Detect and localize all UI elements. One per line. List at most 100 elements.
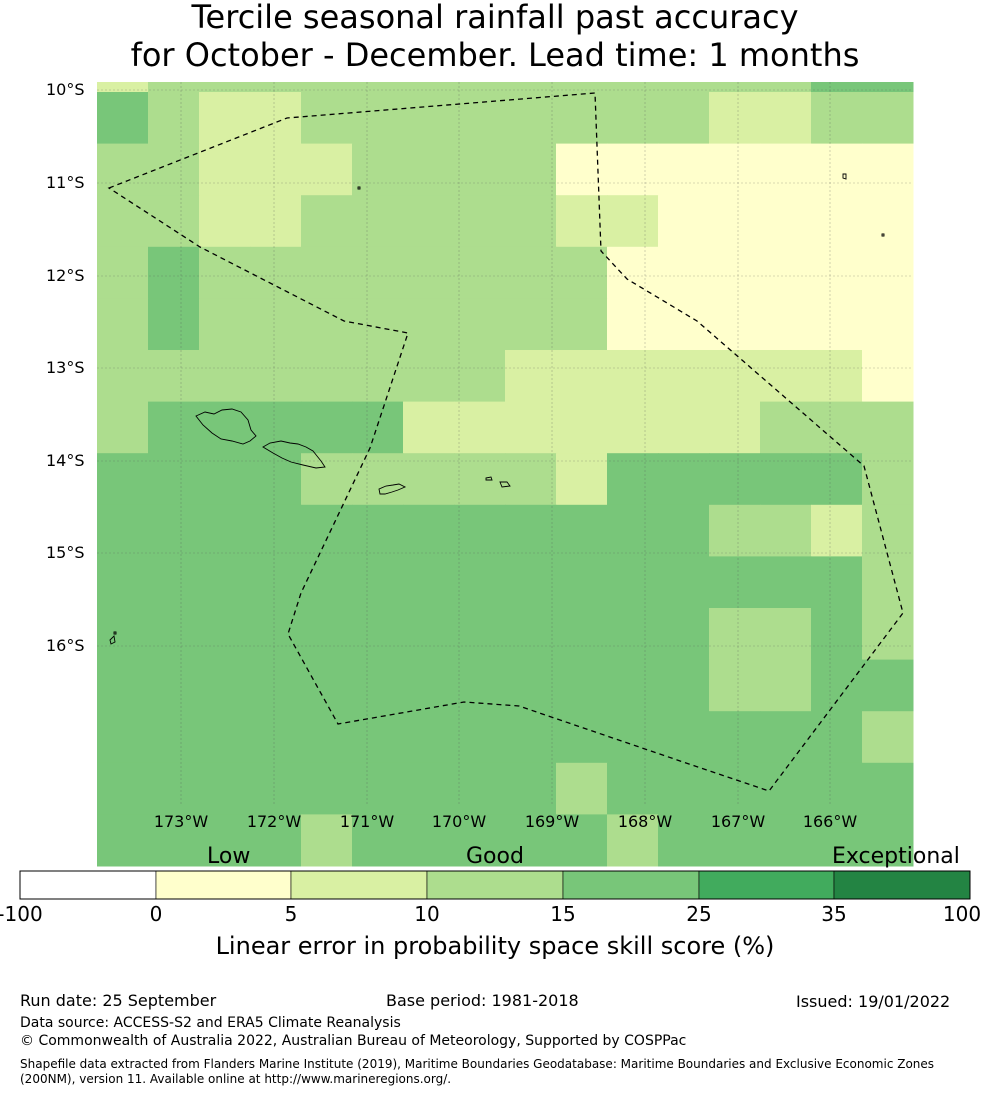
skill-cell xyxy=(148,298,200,351)
skill-cell xyxy=(862,195,914,248)
skill-cell xyxy=(709,92,761,145)
skill-cell xyxy=(352,92,404,145)
skill-cell xyxy=(301,143,353,196)
colorbar-category-good: Good xyxy=(466,844,524,869)
skill-cell xyxy=(454,401,506,454)
skill-cell xyxy=(505,762,557,815)
lon-label-173w: 173°W xyxy=(153,812,209,831)
skill-cell xyxy=(250,556,302,609)
skill-cell xyxy=(811,608,863,661)
skill-cell xyxy=(148,608,200,661)
skill-cell xyxy=(811,711,863,764)
skill-cell xyxy=(709,762,761,815)
skill-cell xyxy=(607,659,659,712)
skill-cell xyxy=(760,453,812,506)
lon-label-169w: 169°W xyxy=(524,812,580,831)
skill-cell xyxy=(454,453,506,506)
skill-cell xyxy=(97,814,149,867)
skill-cell xyxy=(760,298,812,351)
lat-label-16s: 16°S xyxy=(46,636,85,655)
skill-cell xyxy=(148,246,200,299)
skill-cell xyxy=(148,143,200,196)
skill-cell xyxy=(403,350,455,403)
skill-cell xyxy=(658,401,710,454)
skill-cell xyxy=(607,556,659,609)
skill-cell xyxy=(505,453,557,506)
skill-cell xyxy=(658,195,710,248)
skill-cell xyxy=(607,195,659,248)
skill-cell xyxy=(607,92,659,145)
skill-cell xyxy=(148,556,200,609)
skill-cell xyxy=(556,82,608,93)
skill-cell xyxy=(97,711,149,764)
skill-cell xyxy=(709,814,761,867)
skill-cell xyxy=(454,92,506,145)
skill-cell xyxy=(556,246,608,299)
skill-cell xyxy=(199,298,251,351)
skill-cell xyxy=(97,246,149,299)
skill-cell xyxy=(454,608,506,661)
skill-cell xyxy=(97,556,149,609)
colorbar-segment xyxy=(155,870,292,900)
skill-cell xyxy=(199,814,251,867)
skill-cell xyxy=(709,195,761,248)
shapefile-note: Shapefile data extracted from Flanders M… xyxy=(20,1057,935,1086)
skill-cell xyxy=(607,504,659,557)
skill-cell xyxy=(97,608,149,661)
skill-cell xyxy=(709,504,761,557)
skill-cell xyxy=(352,659,404,712)
skill-cell xyxy=(148,195,200,248)
skill-cell xyxy=(301,401,353,454)
skill-cell xyxy=(352,246,404,299)
wallis-island-outline xyxy=(109,631,117,645)
lon-label-172w: 172°W xyxy=(246,812,302,831)
skill-cell xyxy=(709,659,761,712)
skill-cell xyxy=(811,82,863,93)
base-period: Base period: 1981-2018 xyxy=(386,991,579,1010)
skill-cell xyxy=(403,92,455,145)
skill-cell xyxy=(352,814,404,867)
skill-cell xyxy=(505,659,557,712)
skill-cell xyxy=(658,504,710,557)
skill-cell xyxy=(658,82,710,93)
skill-cell xyxy=(250,350,302,403)
skill-cell xyxy=(148,504,200,557)
skill-cell xyxy=(760,143,812,196)
samoa-islands xyxy=(109,173,885,645)
skill-cell xyxy=(97,401,149,454)
chart-title-line-1: Tercile seasonal rainfall past accuracy xyxy=(191,0,799,36)
colorbar-category-low: Low xyxy=(207,844,251,869)
skill-cell xyxy=(505,814,557,867)
skill-cell xyxy=(403,453,455,506)
skill-cell xyxy=(454,350,506,403)
skill-cell xyxy=(403,608,455,661)
skill-cell xyxy=(811,504,863,557)
skill-cell xyxy=(607,401,659,454)
skill-cell xyxy=(403,298,455,351)
skill-cell xyxy=(403,82,455,93)
skill-cell xyxy=(352,608,404,661)
skill-cell xyxy=(199,401,251,454)
skill-cell xyxy=(505,556,557,609)
skill-cell xyxy=(556,350,608,403)
manua-island-outline xyxy=(485,476,511,488)
skill-cell xyxy=(811,762,863,815)
skill-cell xyxy=(658,143,710,196)
skill-cell xyxy=(352,350,404,403)
skill-cell xyxy=(352,711,404,764)
skill-cell xyxy=(709,556,761,609)
skill-cell xyxy=(97,350,149,403)
skill-cell xyxy=(862,504,914,557)
colorbar-tick: -100 xyxy=(0,902,43,926)
skill-cell xyxy=(505,401,557,454)
skill-cell xyxy=(250,246,302,299)
skill-cell xyxy=(505,82,557,93)
skill-cell xyxy=(556,401,608,454)
skill-cell xyxy=(811,350,863,403)
skill-cell xyxy=(709,608,761,661)
skill-cell xyxy=(505,711,557,764)
skill-cell xyxy=(454,762,506,815)
skill-cell xyxy=(148,401,200,454)
skill-cell xyxy=(352,504,404,557)
